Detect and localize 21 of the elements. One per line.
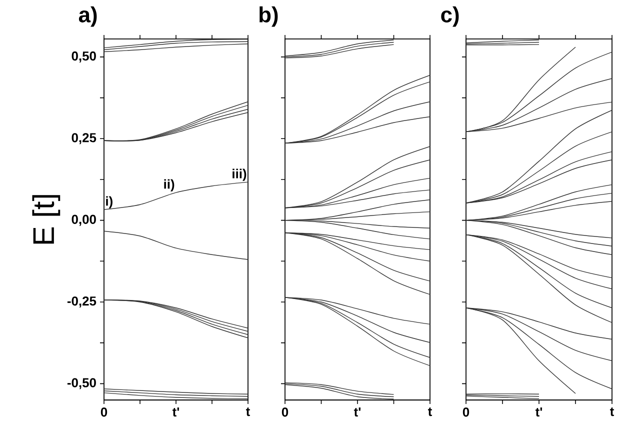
x-tick-label: t': [535, 408, 542, 417]
y-tick-label: 0,50: [72, 51, 96, 62]
y-tick-label: 0,00: [72, 214, 96, 226]
x-tick-label: t: [610, 408, 614, 416]
chart-title: c): [441, 6, 459, 27]
y-tick-label: 0,25: [72, 133, 96, 144]
x-tick-label: t': [172, 408, 180, 417]
x-tick-label: t': [354, 408, 361, 417]
y-axis-title: E [t]: [32, 195, 60, 244]
annotation: i): [106, 196, 112, 208]
x-tick-label: t: [246, 408, 250, 416]
x-tick-label: 0: [100, 408, 108, 417]
x-tick-label: 0: [282, 408, 288, 417]
chart-title: a): [78, 6, 97, 27]
x-tick-label: t: [428, 408, 432, 416]
annotation: ii): [164, 179, 174, 192]
x-tick-label: 0: [462, 408, 470, 417]
annotation: iii): [232, 168, 246, 181]
chart-title: b): [260, 6, 278, 27]
y-tick-label: -0,25: [67, 296, 96, 308]
y-tick-label: -0,50: [67, 378, 96, 390]
